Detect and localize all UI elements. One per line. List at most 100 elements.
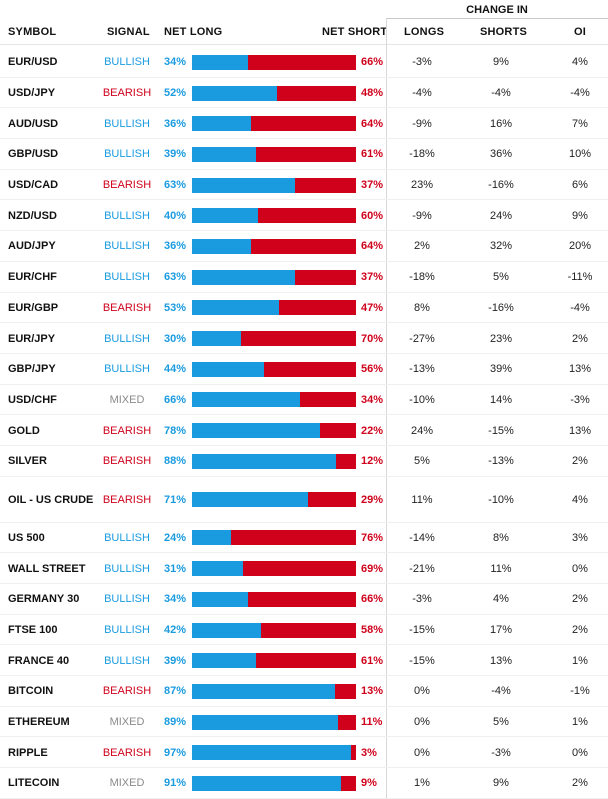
oi-change: 6% — [572, 179, 588, 192]
shorts-change: -3% — [491, 746, 511, 759]
row-divider — [0, 138, 608, 140]
table-row[interactable]: USD/CAD BEARISH 63% 37% 23% -16% 6% — [0, 170, 608, 201]
symbol-cell[interactable]: NZD/USD — [8, 209, 57, 222]
symbol-cell[interactable]: EUR/CHF — [8, 271, 57, 284]
net-long-percent: 39% — [164, 148, 187, 161]
net-long-percent: 53% — [164, 301, 187, 314]
table-row[interactable]: BITCOIN BEARISH 87% 13% 0% -4% -1% — [0, 676, 608, 707]
symbol-cell[interactable]: EUR/JPY — [8, 332, 56, 345]
table-row[interactable]: RIPPLE BEARISH 97% 3% 0% -3% 0% — [0, 737, 608, 769]
table-row[interactable]: EUR/USD BULLISH 34% 66% -3% 9% 4% — [0, 47, 608, 78]
net-short-percent: 3% — [361, 746, 377, 759]
net-long-fill — [192, 361, 265, 377]
symbol-header: SYMBOL — [8, 26, 57, 38]
symbol-cell[interactable]: US 500 — [8, 531, 45, 544]
table-row[interactable]: AUD/USD BULLISH 36% 64% -9% 16% 7% — [0, 108, 608, 140]
net-long-percent: 42% — [164, 624, 187, 637]
shorts-change: 17% — [489, 624, 513, 637]
shorts-change: 32% — [489, 240, 513, 253]
table-row[interactable]: LITECOIN MIXED 91% 9% 1% 9% 2% — [0, 768, 608, 799]
table-row[interactable]: SILVER BEARISH 88% 12% 5% -13% 2% — [0, 446, 608, 477]
net-short-percent: 76% — [361, 531, 384, 544]
symbol-cell[interactable]: LITECOIN — [8, 777, 60, 790]
net-long-fill — [192, 85, 278, 101]
table-row[interactable]: GERMANY 30 BULLISH 34% 66% -3% 4% 2% — [0, 584, 608, 615]
shorts-change: -15% — [488, 424, 514, 437]
net-long-percent: 44% — [164, 363, 187, 376]
table-row[interactable]: EUR/GBP BEARISH 53% 47% 8% -16% -4% — [0, 293, 608, 324]
symbol-cell[interactable]: RIPPLE — [8, 746, 48, 759]
shorts-change: 11% — [490, 562, 512, 575]
table-row[interactable]: USD/CHF MIXED 66% 34% -10% 14% -3% — [0, 385, 608, 416]
symbol-cell[interactable]: AUD/USD — [8, 117, 59, 130]
shorts-change: 9% — [493, 56, 509, 69]
net-long-fill — [192, 530, 232, 546]
oi-change: 4% — [572, 56, 588, 69]
oi-change: 0% — [572, 562, 588, 575]
net-long-fill — [192, 492, 309, 508]
oi-change: 1% — [572, 654, 588, 667]
symbol-cell[interactable]: OIL - US CRUDE — [8, 493, 94, 506]
table-row[interactable]: EUR/CHF BULLISH 63% 37% -18% 5% -11% — [0, 262, 608, 293]
symbol-cell[interactable]: BITCOIN — [8, 685, 54, 698]
table-row[interactable]: US 500 BULLISH 24% 76% -14% 8% 3% — [0, 523, 608, 554]
symbol-cell[interactable]: USD/CHF — [8, 393, 57, 406]
sentiment-bar — [192, 530, 356, 546]
net-short-percent: 56% — [361, 363, 384, 376]
signal-cell: BULLISH — [104, 624, 150, 637]
symbol-cell[interactable]: WALL STREET — [8, 562, 86, 575]
symbol-cell[interactable]: USD/JPY — [8, 87, 56, 100]
symbol-cell[interactable]: AUD/JPY — [8, 240, 56, 253]
table-row[interactable]: NZD/USD BULLISH 40% 60% -9% 24% 9% — [0, 200, 608, 232]
symbol-cell[interactable]: EUR/USD — [8, 56, 58, 69]
table-row[interactable]: GBP/JPY BULLISH 44% 56% -13% 39% 13% — [0, 354, 608, 385]
row-divider — [0, 644, 608, 646]
oi-change: 7% — [572, 117, 588, 130]
signal-cell: BEARISH — [102, 685, 152, 698]
symbol-cell[interactable]: EUR/GBP — [8, 301, 59, 314]
symbol-cell[interactable]: GERMANY 30 — [8, 593, 80, 606]
table-row[interactable]: GBP/USD BULLISH 39% 61% -18% 36% 10% — [0, 139, 608, 170]
symbol-cell[interactable]: USD/CAD — [8, 179, 59, 192]
table-row[interactable]: WALL STREET BULLISH 31% 69% -21% 11% 0% — [0, 553, 608, 584]
sentiment-bar — [192, 146, 356, 162]
oi-header: OI — [574, 26, 587, 38]
shorts-change: 5% — [493, 716, 509, 729]
symbol-cell[interactable]: FRANCE 40 — [8, 654, 70, 667]
sentiment-bar — [192, 238, 356, 254]
symbol-cell[interactable]: FTSE 100 — [8, 624, 58, 637]
row-divider — [0, 767, 608, 769]
sentiment-bar — [192, 745, 356, 761]
change-in-divider — [386, 18, 608, 19]
table-row[interactable]: OIL - US CRUDE BEARISH 71% 29% 11% -10% 4% — [0, 477, 608, 523]
oi-change: -1% — [570, 685, 590, 698]
symbol-cell[interactable]: GBP/JPY — [8, 363, 56, 376]
net-long-percent: 34% — [164, 56, 187, 69]
table-row[interactable]: EUR/JPY BULLISH 30% 70% -27% 23% 2% — [0, 323, 608, 354]
table-row[interactable]: FRANCE 40 BULLISH 39% 61% -15% 13% 1% — [0, 645, 608, 677]
longs-change: -18% — [409, 148, 435, 161]
table-row[interactable]: FTSE 100 BULLISH 42% 58% -15% 17% 2% — [0, 615, 608, 646]
sentiment-bar — [192, 361, 356, 377]
signal-cell: BULLISH — [104, 56, 150, 69]
symbol-cell[interactable]: SILVER — [8, 455, 47, 468]
shorts-change: -4% — [491, 685, 511, 698]
table-row[interactable]: ETHEREUM MIXED 89% 11% 0% 5% 1% — [0, 707, 608, 738]
table-row[interactable]: AUD/JPY BULLISH 36% 64% 2% 32% 20% — [0, 231, 608, 262]
table-row[interactable]: USD/JPY BEARISH 52% 48% -4% -4% -4% — [0, 78, 608, 109]
table-row[interactable]: GOLD BEARISH 78% 22% 24% -15% 13% — [0, 415, 608, 446]
sentiment-table-body: EUR/USD BULLISH 34% 66% -3% 9% 4% USD/JPY BEARIS… — [0, 47, 608, 799]
longs-change: 2% — [414, 240, 430, 253]
sentiment-bar — [192, 561, 356, 577]
sentiment-bar — [192, 714, 356, 730]
net-long-fill — [192, 146, 256, 162]
net-short-percent: 47% — [361, 301, 384, 314]
symbol-cell[interactable]: ETHEREUM — [8, 716, 70, 729]
net-long-percent: 63% — [164, 271, 187, 284]
symbol-cell[interactable]: GBP/USD — [8, 148, 59, 161]
symbol-cell[interactable]: GOLD — [8, 424, 40, 437]
sentiment-bar — [192, 775, 356, 791]
shorts-change: -10% — [488, 493, 514, 506]
net-short-percent: 66% — [361, 593, 384, 606]
signal-cell: BEARISH — [102, 87, 152, 100]
